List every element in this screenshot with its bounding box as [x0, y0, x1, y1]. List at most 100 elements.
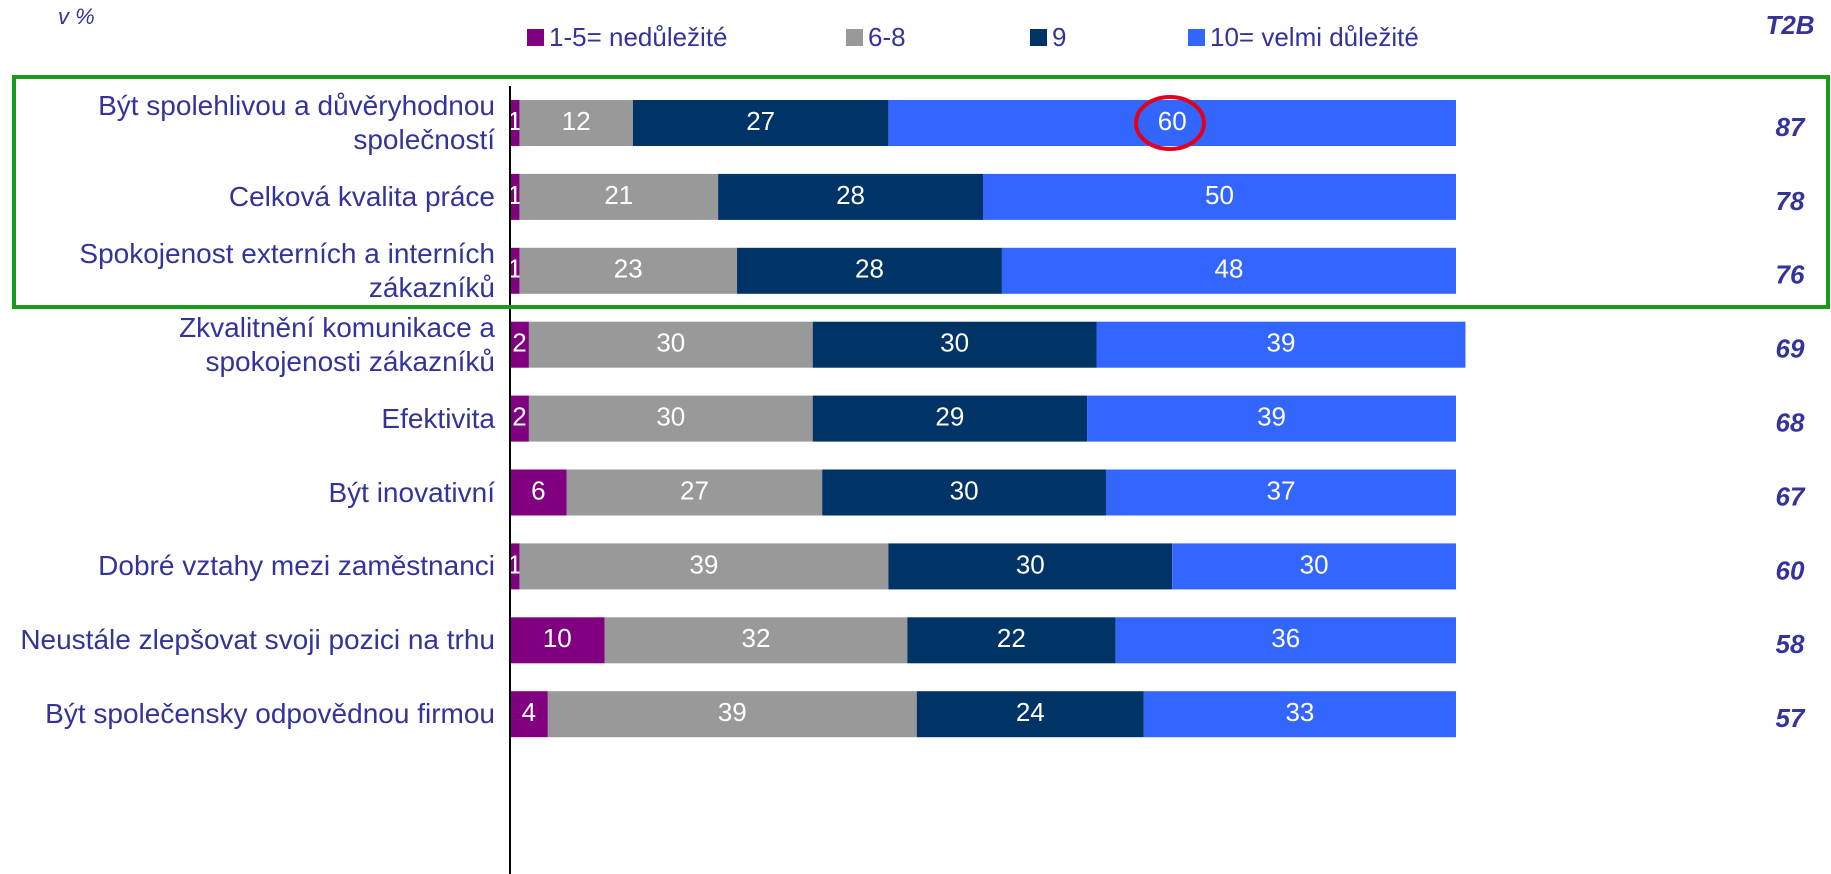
bar-segment	[888, 100, 1456, 146]
legend-label: 10= velmi důležité	[1210, 22, 1419, 52]
category-label: Být společensky odpovědnou firmou	[45, 698, 495, 730]
bar-segment	[510, 617, 605, 664]
category-label: Spokojenost externích a interních zákazn…	[79, 237, 495, 303]
bar-segment	[519, 543, 889, 590]
bar-segment	[510, 469, 567, 516]
bar-segment	[812, 321, 1097, 368]
category-label: Efektivita	[381, 402, 495, 434]
legend-swatch	[846, 29, 863, 46]
data-label: 1	[507, 180, 521, 210]
category-label: Být inovativní	[328, 476, 495, 508]
legend-label: 9	[1052, 22, 1066, 52]
data-label: 1	[507, 106, 521, 136]
data-label: 36	[1271, 623, 1300, 653]
bar-segment	[983, 173, 1456, 220]
bar-segment	[916, 691, 1144, 738]
data-label: 48	[1214, 254, 1243, 284]
bar-segment	[547, 691, 917, 738]
annotation: v %	[58, 4, 95, 29]
bar-segment	[1096, 321, 1466, 368]
bar-segment	[907, 617, 1116, 664]
bar-segment	[510, 247, 520, 294]
bar-segment	[566, 469, 823, 516]
bar-segment	[528, 321, 813, 368]
bar-segment	[510, 321, 529, 368]
t2b-value: 67	[1776, 481, 1806, 511]
data-label: 10	[543, 623, 572, 653]
data-label: 30	[656, 328, 685, 358]
data-label: 39	[1267, 328, 1296, 358]
data-label: 30	[950, 475, 979, 505]
bar-segment	[1087, 395, 1456, 442]
bar-segment	[822, 469, 1106, 516]
legend-swatch	[527, 29, 544, 46]
bar-segment	[632, 100, 889, 146]
data-label: 6	[531, 475, 545, 505]
t2b-value: 57	[1776, 703, 1806, 733]
data-label: 4	[522, 697, 536, 727]
t2b-value: 78	[1776, 186, 1805, 216]
highlight-box	[12, 75, 1830, 309]
data-label: 21	[604, 180, 633, 210]
category-label: Neustále zlepšovat svoji pozici na trhu	[20, 624, 495, 656]
bar-segment	[528, 395, 813, 442]
bar-segment	[510, 100, 520, 146]
data-label: 28	[836, 180, 865, 210]
data-label: 22	[997, 623, 1026, 653]
data-label: 24	[1016, 697, 1045, 727]
data-label: 23	[614, 254, 643, 284]
bar-segment	[737, 247, 1002, 294]
data-label: 12	[562, 106, 591, 136]
data-label: 2	[512, 328, 526, 358]
category-label: Dobré vztahy mezi zaměstnanci	[98, 550, 495, 582]
bar-segment	[1115, 617, 1456, 664]
t2b-value: 69	[1776, 334, 1805, 364]
data-label: 60	[1158, 106, 1187, 136]
t2b-value: 87	[1776, 112, 1806, 142]
bar-segment	[718, 173, 983, 220]
bar-segment	[1105, 469, 1456, 516]
data-label: 39	[689, 549, 718, 579]
legend-swatch	[1030, 29, 1047, 46]
bar-segment	[604, 617, 908, 664]
bar-segment	[519, 247, 738, 294]
t2b-value: 76	[1776, 260, 1805, 290]
highlight-circle	[1134, 95, 1206, 151]
t2b-value: 58	[1776, 629, 1805, 659]
bar-segment	[812, 395, 1088, 442]
t2b-value: 68	[1776, 407, 1805, 437]
data-label: 39	[718, 697, 747, 727]
legend-label: 1-5= nedůležité	[549, 22, 728, 52]
data-label: 30	[940, 328, 969, 358]
data-label: 2	[512, 401, 526, 431]
data-label: 29	[935, 401, 964, 431]
data-label: 30	[1300, 549, 1329, 579]
data-label: 32	[741, 623, 770, 653]
data-label: 28	[855, 254, 884, 284]
data-label: 33	[1285, 697, 1314, 727]
bar-segment	[1172, 543, 1456, 590]
bar-segment	[510, 173, 520, 220]
bar-segment	[510, 543, 520, 590]
bar-segment	[510, 395, 529, 442]
category-label: Být spolehlivou a důvěryhodnou společnos…	[98, 90, 495, 155]
legend-swatch	[1188, 29, 1205, 46]
category-label: Celková kvalita práce	[228, 180, 495, 212]
data-label: 27	[746, 106, 775, 136]
data-label: 37	[1267, 475, 1296, 505]
data-label: 27	[680, 475, 709, 505]
category-label: Zkvalitnění komunikace a spokojenosti zá…	[179, 311, 495, 377]
bar-segment	[1001, 247, 1456, 294]
bar-segment	[519, 100, 633, 146]
data-label: 50	[1205, 180, 1234, 210]
data-label: 30	[1016, 549, 1045, 579]
bar-segment	[888, 543, 1173, 590]
bar-segment	[519, 173, 719, 220]
data-label: 39	[1257, 401, 1286, 431]
data-label: 1	[507, 254, 521, 284]
data-label: 1	[507, 549, 521, 579]
t2b-value: 60	[1776, 555, 1805, 585]
data-label: 30	[656, 401, 685, 431]
bar-segment	[1143, 691, 1456, 738]
